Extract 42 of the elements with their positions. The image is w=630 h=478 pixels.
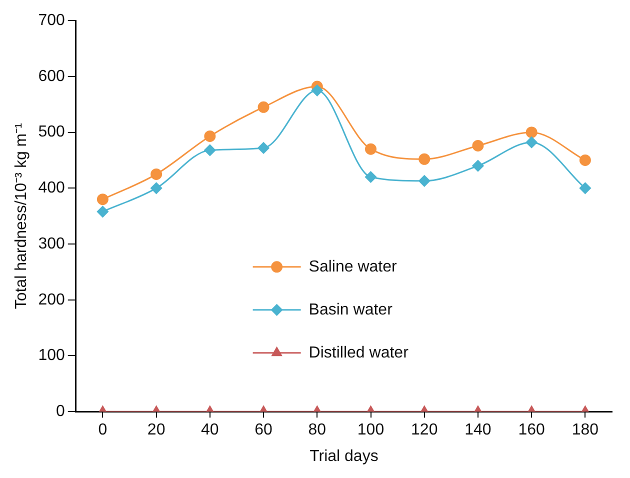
point [96,194,108,206]
point [526,126,538,138]
y-tick-label: 0 [56,403,65,420]
y-tick-label: 500 [38,124,65,141]
point [579,154,591,166]
y-tick-label: 400 [38,180,65,197]
legend-label: Distilled water [308,344,410,362]
x-tick-label: 140 [464,422,492,439]
x-tick-label: 20 [147,422,166,439]
point [418,153,430,165]
legend-label: Saline water [308,258,398,276]
point [258,142,270,154]
y-tick-label: 300 [38,235,65,252]
point [204,130,216,142]
x-tick-label: 100 [357,422,384,439]
legend-label: Basin water [308,301,394,318]
x-tick-label: 160 [518,422,546,439]
point [472,160,484,172]
y-axis-title: Total hardness/10⁻³ kg m⁻¹ [13,123,30,310]
x-tick-label: 180 [572,422,599,439]
x-tick-label: 40 [201,422,219,439]
point [365,171,377,183]
point [150,182,162,194]
point [418,175,430,187]
point [258,101,270,113]
y-tick-label: 200 [38,291,65,308]
y-tick-label: 700 [38,12,65,30]
point [365,143,377,155]
point [204,144,216,156]
point [96,206,108,218]
x-axis-title: Trial days [310,448,378,465]
x-tick-label: 60 [254,422,273,439]
point [150,168,162,180]
point [311,84,323,96]
y-tick-label: 600 [38,68,65,85]
x-tick-label: 0 [98,422,108,439]
point [472,140,484,152]
point [579,182,591,194]
point [526,136,538,148]
x-tick-label: 80 [308,422,326,439]
x-tick-label: 120 [411,422,438,439]
y-tick-label: 100 [38,347,65,364]
